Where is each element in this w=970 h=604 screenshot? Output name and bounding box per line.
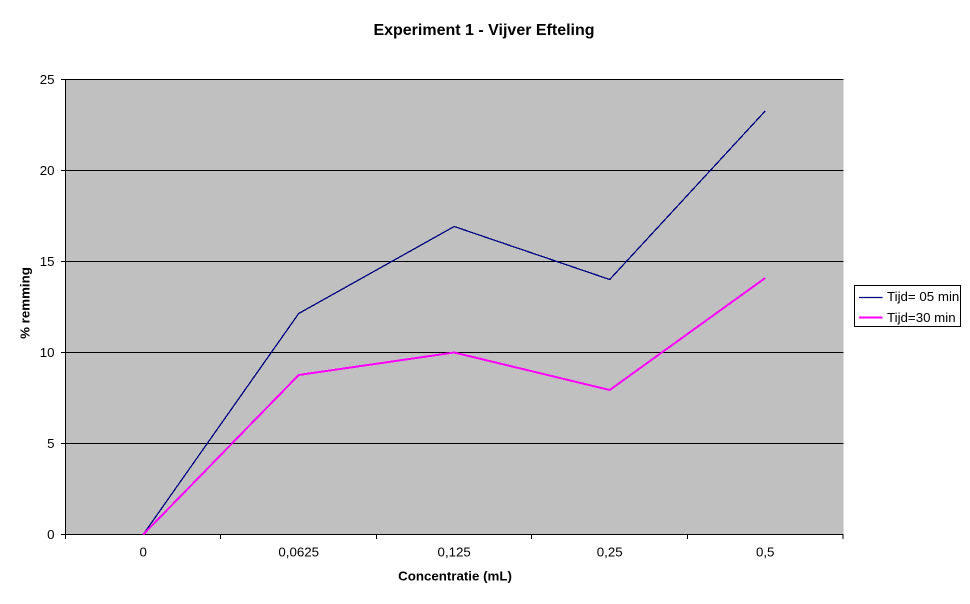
svg-text:Concentratie (mL): Concentratie (mL) [398, 569, 512, 584]
svg-text:0,5: 0,5 [756, 545, 775, 560]
svg-text:Tijd=30 min: Tijd=30 min [887, 310, 956, 325]
svg-text:Tijd= 05 min: Tijd= 05 min [887, 289, 959, 304]
svg-text:5: 5 [47, 436, 54, 451]
svg-text:0: 0 [47, 527, 54, 542]
svg-text:% remming: % remming [18, 267, 33, 339]
svg-text:0,125: 0,125 [438, 545, 471, 560]
svg-text:25: 25 [40, 72, 55, 87]
svg-text:0,0625: 0,0625 [278, 545, 319, 560]
svg-text:15: 15 [40, 254, 55, 269]
svg-text:0: 0 [139, 545, 146, 560]
svg-text:0,25: 0,25 [597, 545, 623, 560]
svg-text:20: 20 [40, 163, 55, 178]
svg-text:10: 10 [40, 345, 55, 360]
svg-text:Experiment 1 - Vijver Efteling: Experiment 1 - Vijver Efteling [373, 22, 594, 39]
